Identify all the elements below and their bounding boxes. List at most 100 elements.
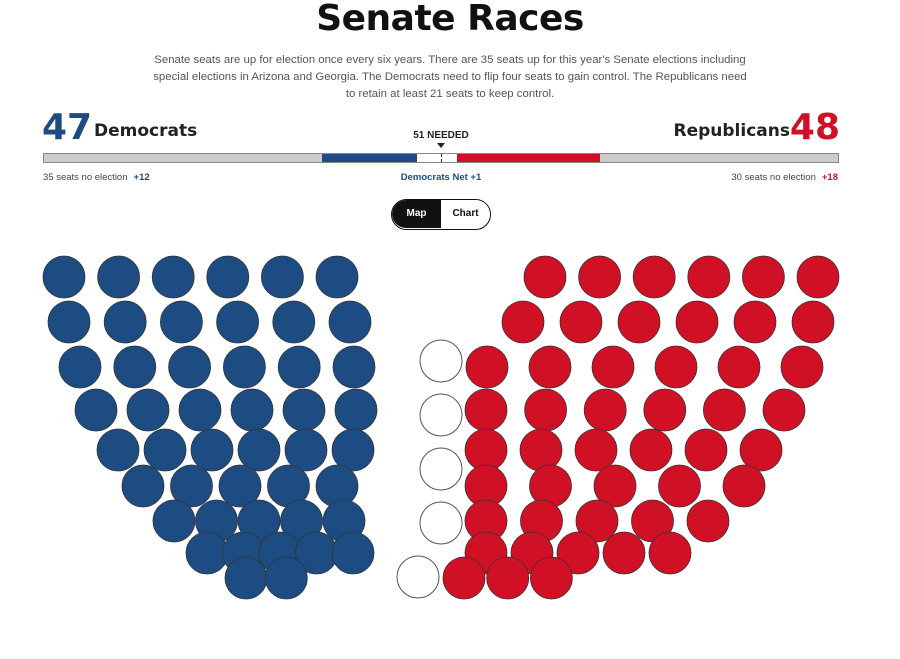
- seat-democrat[interactable]: [334, 388, 378, 432]
- seat-democrat[interactable]: [185, 531, 229, 575]
- seat-democrat[interactable]: [260, 255, 304, 299]
- seat-democrat[interactable]: [58, 345, 102, 389]
- seat-democrat[interactable]: [143, 428, 187, 472]
- bar-segment-no-election-dem: [44, 154, 322, 162]
- seat-democrat[interactable]: [168, 345, 212, 389]
- seat-republican[interactable]: [501, 300, 545, 344]
- seat-undecided[interactable]: [396, 555, 440, 599]
- seat-undecided[interactable]: [419, 393, 463, 437]
- seat-democrat[interactable]: [315, 255, 359, 299]
- seats-needed-label: 51 NEEDED: [413, 130, 469, 141]
- seat-republican[interactable]: [654, 345, 698, 389]
- seat-republican[interactable]: [528, 345, 572, 389]
- seat-democrat[interactable]: [277, 345, 321, 389]
- seat-democrat[interactable]: [74, 388, 118, 432]
- seat-democrat[interactable]: [218, 464, 262, 508]
- seat-republican[interactable]: [686, 499, 730, 543]
- seat-republican[interactable]: [524, 388, 567, 432]
- seat-republican[interactable]: [780, 345, 824, 389]
- seat-democrat[interactable]: [284, 428, 328, 472]
- seat-democrat[interactable]: [97, 255, 140, 299]
- seat-democrat[interactable]: [151, 255, 195, 299]
- seat-republican[interactable]: [523, 255, 567, 299]
- seat-democrat[interactable]: [206, 255, 250, 299]
- seat-democrat[interactable]: [222, 345, 266, 389]
- rep-no-election-delta: +18: [821, 172, 838, 183]
- seat-republican[interactable]: [684, 428, 728, 472]
- seat-republican[interactable]: [675, 300, 719, 344]
- seat-democrat[interactable]: [216, 300, 260, 344]
- seat-republican[interactable]: [617, 300, 661, 344]
- seat-democrat[interactable]: [126, 388, 170, 432]
- seat-republican[interactable]: [486, 556, 530, 600]
- seat-republican[interactable]: [791, 300, 835, 344]
- seat-democrat[interactable]: [230, 388, 274, 432]
- dem-no-election-note: 35 seats no election +12: [43, 172, 150, 183]
- seat-democrat[interactable]: [96, 428, 140, 472]
- description: Senate seats are up for election once ev…: [153, 54, 747, 100]
- seat-republican[interactable]: [632, 255, 676, 299]
- seat-democrat[interactable]: [159, 300, 203, 344]
- tab-chart[interactable]: Chart: [441, 200, 490, 228]
- seat-republican[interactable]: [796, 255, 840, 299]
- seat-democrat[interactable]: [237, 428, 281, 472]
- seat-democrat[interactable]: [224, 556, 268, 600]
- seat-democrat[interactable]: [113, 345, 157, 389]
- majority-line: [441, 154, 442, 162]
- seat-republican[interactable]: [717, 345, 761, 389]
- seat-democrat[interactable]: [331, 428, 375, 472]
- seat-republican[interactable]: [762, 388, 806, 432]
- seat-democrat[interactable]: [170, 464, 213, 508]
- seat-republican[interactable]: [687, 255, 731, 299]
- republicans-label: Republicans: [673, 121, 791, 141]
- seat-republican[interactable]: [643, 388, 687, 432]
- seat-democrat[interactable]: [103, 300, 147, 344]
- seat-democrat[interactable]: [42, 255, 86, 299]
- seat-democrat[interactable]: [178, 388, 222, 432]
- seat-democrat[interactable]: [121, 464, 165, 508]
- seat-republican[interactable]: [574, 428, 618, 472]
- seat-republican[interactable]: [703, 388, 746, 432]
- seat-republican[interactable]: [465, 345, 509, 389]
- seat-republican[interactable]: [559, 300, 603, 344]
- seat-republican[interactable]: [593, 464, 637, 508]
- seat-democrat[interactable]: [152, 499, 196, 543]
- democrats-label: Democrats: [94, 121, 198, 141]
- rep-no-election-text: 30 seats no election: [731, 172, 816, 183]
- bar-segment-no-election-rep: [599, 154, 838, 162]
- seat-democrat[interactable]: [264, 556, 308, 600]
- seat-undecided[interactable]: [419, 447, 463, 491]
- seat-republican[interactable]: [629, 428, 673, 472]
- seat-republican[interactable]: [464, 388, 508, 432]
- seat-republican[interactable]: [442, 556, 486, 600]
- seat-democrat[interactable]: [315, 464, 359, 508]
- seat-undecided[interactable]: [419, 339, 463, 383]
- seat-republican[interactable]: [556, 531, 600, 575]
- seat-democrat[interactable]: [282, 388, 326, 432]
- seat-republican[interactable]: [602, 531, 646, 575]
- bar-segment-undecided: [417, 154, 457, 162]
- seat-republican[interactable]: [578, 255, 621, 299]
- seat-democrat[interactable]: [328, 300, 372, 344]
- page-title: Senate Races: [316, 0, 584, 39]
- seat-republican[interactable]: [733, 300, 777, 344]
- seat-democrat[interactable]: [190, 428, 234, 472]
- seat-republican[interactable]: [648, 531, 692, 575]
- seat-republican[interactable]: [742, 255, 785, 299]
- seat-republican[interactable]: [722, 464, 766, 508]
- seat-republican[interactable]: [591, 345, 635, 389]
- view-toggle[interactable]: Map Chart: [391, 199, 491, 230]
- seat-republican[interactable]: [739, 428, 783, 472]
- tab-map[interactable]: Map: [392, 200, 441, 228]
- seat-republican[interactable]: [519, 428, 563, 472]
- seat-republican[interactable]: [530, 556, 573, 600]
- seat-republican[interactable]: [583, 388, 627, 432]
- seat-undecided[interactable]: [419, 501, 463, 545]
- seat-democrat[interactable]: [272, 300, 316, 344]
- republicans-count: 48: [789, 107, 840, 148]
- seat-democrat[interactable]: [332, 345, 376, 389]
- seat-democrat[interactable]: [331, 531, 375, 575]
- seat-democrat[interactable]: [47, 300, 91, 344]
- seat-republican[interactable]: [575, 499, 619, 543]
- seat-republican[interactable]: [658, 464, 701, 508]
